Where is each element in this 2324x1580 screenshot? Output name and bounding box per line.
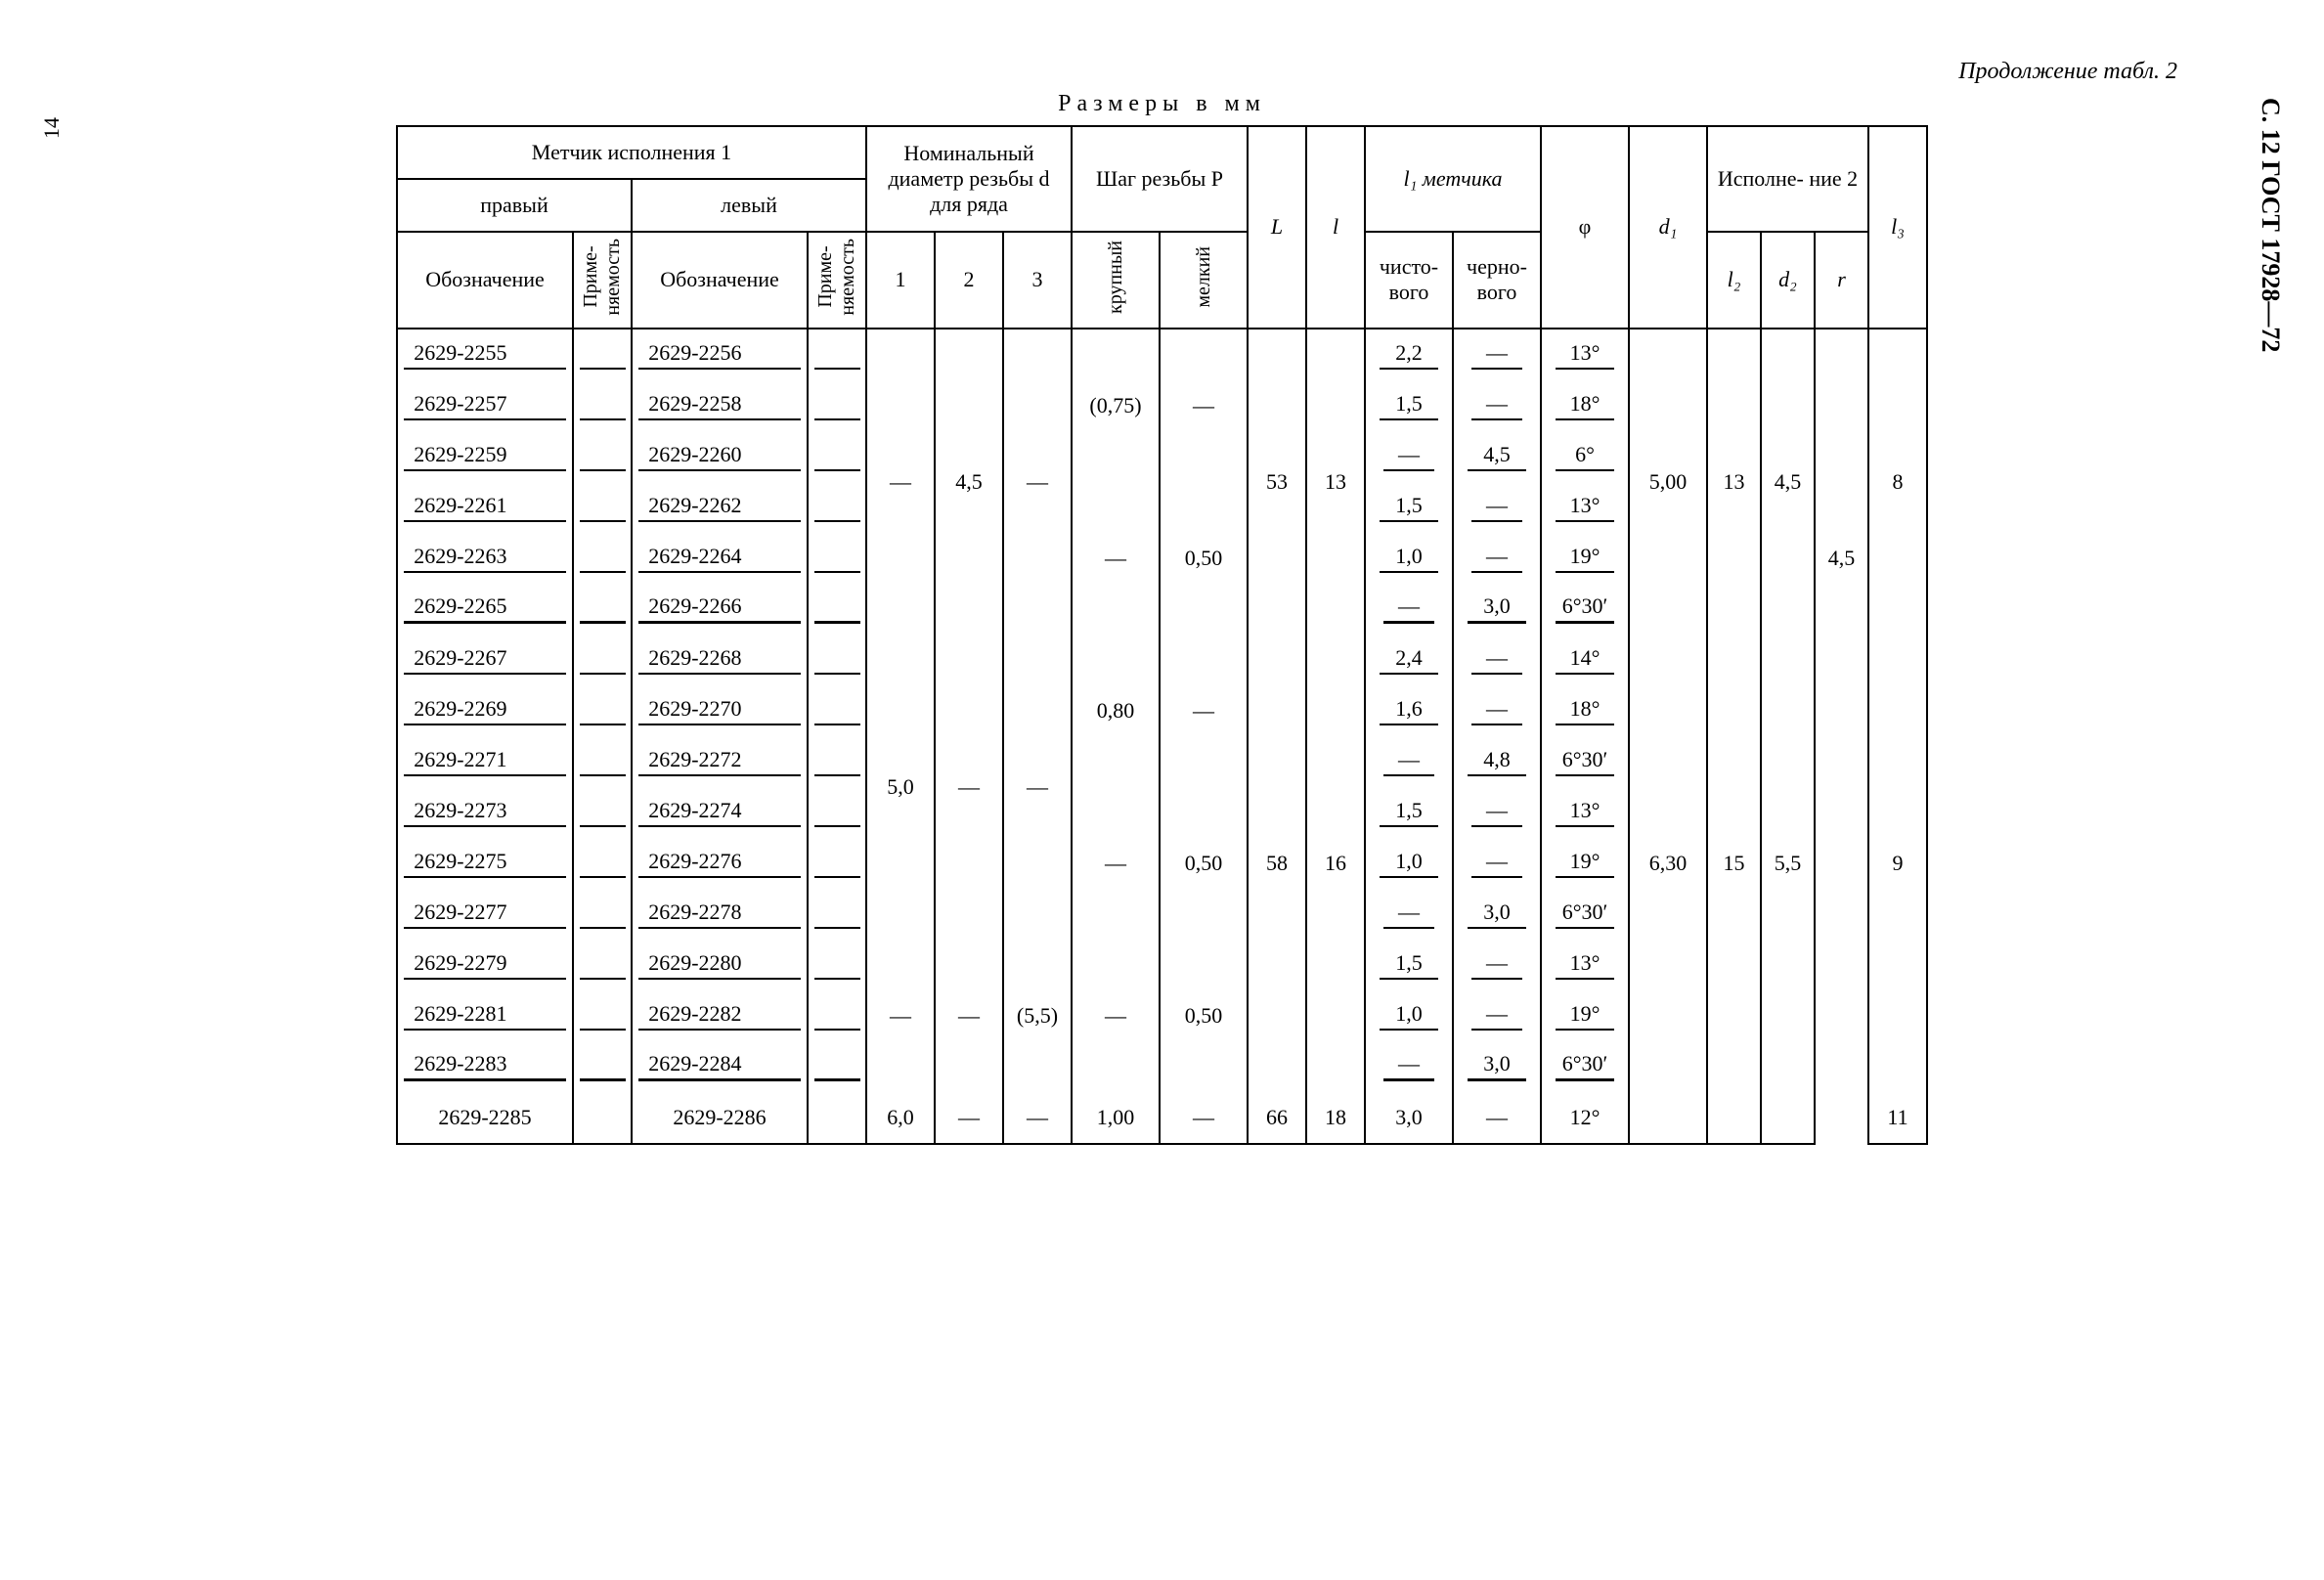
hdr-r: r [1815, 232, 1868, 329]
table-row: 2629-2267 2629-2268 5,0 — — 0,80 — 58 16… [397, 635, 1927, 685]
hdr-shag: Шаг резьбы P [1072, 126, 1248, 232]
hdr-l2: l₂ [1707, 232, 1761, 329]
hdr-nominal: Номинальный диаметр резьбы d для ряда [866, 126, 1072, 232]
hdr-chern: черно- вого [1453, 232, 1541, 329]
hdr-levyj: левый [632, 179, 866, 232]
units-label: Размеры в мм [68, 91, 2256, 117]
hdr-chist: чисто- вого [1365, 232, 1453, 329]
hdr-pravyj: правый [397, 179, 632, 232]
hdr-phi: φ [1541, 126, 1629, 329]
hdr-l: l [1306, 126, 1365, 329]
hdr-prim-l: Приме- няемость [808, 232, 866, 329]
hdr-d1: d₁ [1629, 126, 1707, 329]
hdr-isp2: Исполне- ние 2 [1707, 126, 1868, 232]
hdr-l3: l₃ [1868, 126, 1927, 329]
hdr-c3: 3 [1003, 232, 1072, 329]
hdr-c2: 2 [935, 232, 1003, 329]
hdr-d2: d₂ [1761, 232, 1815, 329]
standard-id: С. 12 ГОСТ 17928—72 [2256, 98, 2285, 352]
hdr-krup: крупный [1072, 232, 1160, 329]
table-row: 2629-2255 2629-2256 — 4,5 — (0,75) — 53 … [397, 329, 1927, 380]
hdr-prim-r: Приме- няемость [573, 232, 632, 329]
main-table: Метчик исполнения 1 Номинальный диаметр … [396, 125, 1928, 1145]
hdr-L: L [1248, 126, 1306, 329]
continuation-label: Продолжение табл. 2 [68, 59, 2177, 85]
hdr-metchik1: Метчик исполнения 1 [397, 126, 866, 179]
hdr-oboz-r: Обозначение [397, 232, 573, 329]
hdr-l1: l₁ метчика [1365, 126, 1541, 232]
page-number-left: 14 [39, 117, 65, 139]
hdr-oboz-l: Обозначение [632, 232, 808, 329]
hdr-melk: мелкий [1160, 232, 1248, 329]
table-row: 2629-2285 2629-2286 6,0—— 1,00— 6618 3,0… [397, 1092, 1927, 1144]
hdr-c1: 1 [866, 232, 935, 329]
